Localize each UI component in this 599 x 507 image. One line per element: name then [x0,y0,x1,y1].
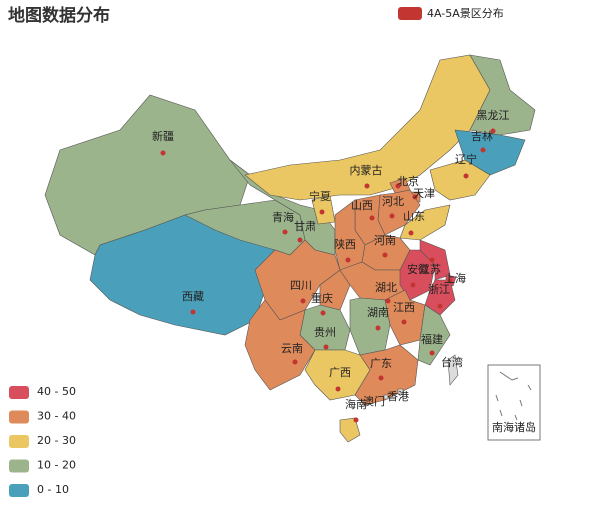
region-dot [385,298,391,304]
region-dot [335,386,341,392]
region-label: 黑龙江 [477,109,510,122]
region-dot [323,344,329,350]
region-dot [297,237,303,243]
region-dot [395,183,401,189]
region-dot [382,252,388,258]
region-dot [345,257,351,263]
region-label: 新疆 [152,129,174,143]
region[interactable] [319,269,351,311]
piece-label: 0 - 10 [37,483,69,496]
region-label: 广东 [370,357,392,370]
region-dot [375,325,381,331]
region-label: 浙江 [428,283,450,296]
region-label: 安徽 [407,262,429,276]
region-dot [480,147,486,153]
region[interactable] [397,388,404,395]
chart-title: 地图数据分布 [8,5,110,26]
region-label: 甘肃 [294,220,316,233]
region[interactable] [349,297,391,356]
region-label: 澳门 [363,394,385,408]
piece-swatch[interactable] [9,435,29,448]
region-label: 辽宁 [455,152,477,166]
region-label: 湖北 [375,281,397,294]
region-dot [364,183,370,189]
region-label: 内蒙古 [350,163,383,177]
piece-label: 30 - 40 [37,410,76,423]
region[interactable] [339,417,361,443]
legend-label: 4A-5A景区分布 [427,7,504,20]
region-label: 吉林 [471,129,493,143]
region-label: 重庆 [311,291,333,305]
inset-label: 南海诸岛 [492,420,536,434]
inset-islands [495,371,532,421]
region-dot [353,417,359,423]
piece-label: 20 - 30 [37,434,76,447]
region-dot [463,173,469,179]
region-label: 北京 [397,174,419,188]
region-dot [401,319,407,325]
region-dot [369,215,375,221]
legend-swatch[interactable] [398,7,422,20]
region-dot [410,282,416,288]
region-dot [282,229,288,235]
region-label: 河北 [382,195,404,208]
region-dot [300,298,306,304]
piece-swatch[interactable] [9,410,29,424]
region-dot [412,194,418,200]
region-label: 海南 [345,397,367,411]
region-dot [190,309,196,315]
region[interactable] [383,394,389,400]
piece-swatch[interactable] [9,386,29,399]
region-dot [490,128,496,134]
region-dot [447,278,453,284]
region-dot [320,310,326,316]
regions [44,54,536,443]
region-dot [408,230,414,236]
region-dot [429,257,435,263]
region-label: 山东 [403,210,425,223]
region-label: 陕西 [334,237,356,251]
region-label: 福建 [421,332,443,346]
piece-label: 10 - 20 [37,459,76,472]
region-label: 西藏 [182,290,204,303]
inset-box [487,364,541,441]
region-label: 山西 [351,199,373,212]
region-label: 江苏 [419,263,441,276]
region-label: 贵州 [314,326,336,339]
piece-label: 40 - 50 [37,385,76,398]
region[interactable] [429,159,491,201]
region-label: 香港 [387,390,409,403]
region-dot [378,375,384,381]
region-label: 云南 [281,342,303,355]
region-dot [429,350,435,356]
region[interactable] [469,54,536,136]
region-dot [437,303,443,309]
region-label: 青海 [272,210,294,224]
region-label: 上海 [444,271,466,285]
region-label: 宁夏 [309,189,331,203]
region-label: 台湾 [441,355,463,369]
region-dot [389,213,395,219]
region-label: 河南 [374,234,396,247]
region[interactable] [384,289,426,346]
region[interactable] [399,249,436,301]
region-label: 江西 [393,301,415,314]
region[interactable] [447,354,459,386]
region-label: 广西 [329,366,351,379]
region-dot [160,150,166,156]
region-dot [292,359,298,365]
piece-swatch[interactable] [9,459,29,473]
piece-swatch[interactable] [9,484,29,497]
region-dot [319,209,325,215]
region-label: 四川 [290,279,312,292]
region-label: 湖南 [367,306,389,319]
region-label: 天津 [413,187,435,200]
